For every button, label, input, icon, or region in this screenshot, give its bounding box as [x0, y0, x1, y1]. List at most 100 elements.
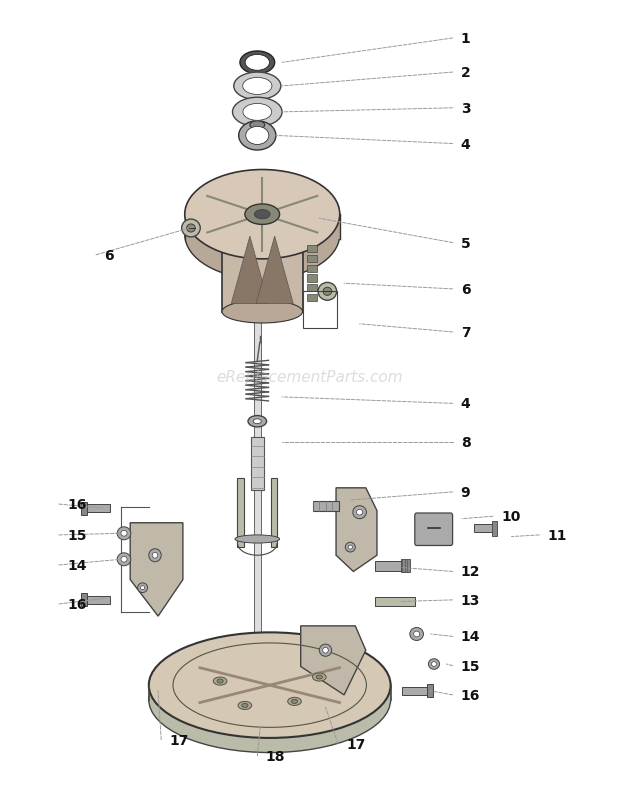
Text: 17: 17	[169, 732, 188, 747]
Polygon shape	[130, 523, 183, 616]
Ellipse shape	[312, 673, 326, 681]
Ellipse shape	[410, 628, 423, 641]
Text: 15: 15	[461, 659, 480, 673]
Bar	[254, 215, 261, 685]
Ellipse shape	[316, 675, 322, 680]
Ellipse shape	[121, 557, 127, 563]
Ellipse shape	[217, 680, 223, 683]
Ellipse shape	[319, 644, 332, 657]
Text: 11: 11	[547, 528, 567, 543]
Ellipse shape	[318, 283, 337, 301]
Ellipse shape	[322, 647, 329, 654]
Ellipse shape	[248, 416, 267, 427]
Ellipse shape	[242, 703, 248, 707]
Text: 14: 14	[67, 558, 86, 573]
Ellipse shape	[185, 191, 340, 280]
Ellipse shape	[232, 98, 282, 127]
Bar	[307, 265, 317, 272]
Bar	[237, 478, 244, 547]
Text: 6: 6	[461, 282, 471, 297]
FancyBboxPatch shape	[185, 215, 340, 239]
Ellipse shape	[239, 122, 276, 151]
Ellipse shape	[250, 122, 265, 130]
Ellipse shape	[242, 78, 272, 96]
Bar	[271, 478, 277, 547]
Polygon shape	[336, 488, 377, 572]
Text: 7: 7	[461, 325, 471, 340]
Ellipse shape	[117, 527, 131, 540]
Text: 4: 4	[461, 137, 471, 152]
Ellipse shape	[254, 210, 270, 220]
Text: 16: 16	[67, 597, 86, 611]
Bar	[427, 684, 433, 697]
Bar	[313, 501, 339, 511]
Ellipse shape	[432, 662, 436, 667]
Text: eReplacementParts.com: eReplacementParts.com	[216, 370, 404, 384]
Bar	[81, 594, 87, 607]
Text: 8: 8	[461, 435, 471, 449]
Text: 1: 1	[461, 32, 471, 46]
Bar	[492, 521, 497, 536]
Ellipse shape	[348, 546, 352, 550]
Polygon shape	[256, 237, 293, 304]
Ellipse shape	[245, 204, 280, 225]
Text: 14: 14	[461, 629, 480, 644]
Bar	[307, 275, 317, 282]
Bar	[307, 294, 317, 302]
Ellipse shape	[235, 535, 280, 543]
Ellipse shape	[182, 220, 200, 238]
Text: 13: 13	[461, 593, 480, 607]
Text: 10: 10	[501, 509, 520, 524]
Text: 15: 15	[67, 528, 86, 543]
Bar	[401, 560, 410, 573]
Ellipse shape	[213, 677, 227, 685]
Bar	[402, 687, 428, 695]
Polygon shape	[222, 233, 303, 312]
Ellipse shape	[288, 697, 301, 706]
Polygon shape	[149, 685, 391, 700]
Bar	[303, 292, 337, 328]
Polygon shape	[231, 237, 268, 304]
Bar	[254, 65, 261, 142]
Text: 3: 3	[461, 101, 471, 116]
Text: 18: 18	[265, 749, 285, 763]
Bar	[84, 504, 110, 513]
Bar	[307, 255, 317, 263]
Ellipse shape	[323, 288, 332, 296]
Ellipse shape	[353, 506, 366, 519]
Ellipse shape	[149, 633, 391, 738]
Ellipse shape	[254, 419, 262, 424]
Ellipse shape	[117, 553, 131, 566]
Ellipse shape	[121, 531, 127, 537]
Ellipse shape	[414, 631, 420, 637]
Text: 12: 12	[461, 564, 480, 579]
Ellipse shape	[356, 510, 363, 516]
Ellipse shape	[185, 170, 340, 260]
Ellipse shape	[140, 586, 144, 590]
Ellipse shape	[222, 301, 303, 324]
Bar	[81, 502, 87, 515]
Bar	[375, 561, 407, 571]
Text: 6: 6	[104, 248, 114, 263]
Bar	[307, 285, 317, 292]
Ellipse shape	[149, 549, 161, 562]
Ellipse shape	[238, 702, 252, 710]
Ellipse shape	[240, 52, 275, 75]
FancyBboxPatch shape	[415, 513, 453, 546]
Bar	[84, 596, 110, 604]
Polygon shape	[301, 626, 366, 695]
Text: 9: 9	[461, 485, 471, 500]
Bar	[251, 438, 264, 491]
Ellipse shape	[153, 553, 157, 558]
Bar	[375, 598, 415, 606]
Text: 2: 2	[461, 66, 471, 80]
Text: 17: 17	[346, 736, 365, 751]
Text: 5: 5	[461, 236, 471, 251]
Ellipse shape	[345, 543, 355, 552]
Ellipse shape	[187, 225, 195, 233]
Ellipse shape	[234, 73, 281, 101]
Ellipse shape	[245, 55, 270, 71]
Ellipse shape	[246, 127, 269, 145]
Ellipse shape	[428, 659, 440, 670]
Ellipse shape	[291, 699, 298, 703]
